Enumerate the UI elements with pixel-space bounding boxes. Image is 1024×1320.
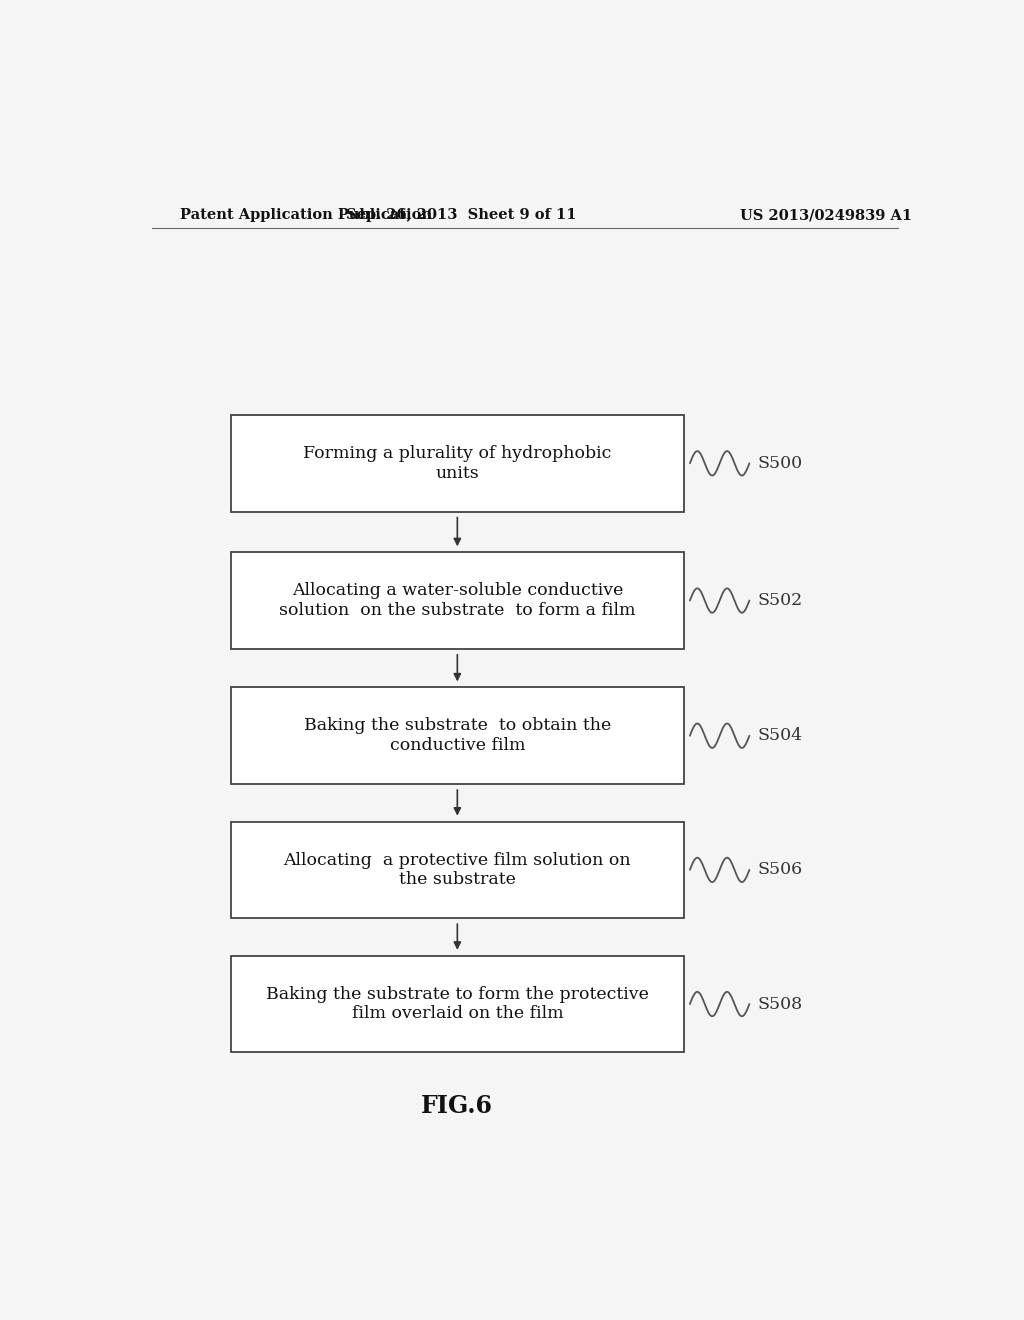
FancyBboxPatch shape <box>231 552 684 649</box>
Text: Forming a plurality of hydrophobic
units: Forming a plurality of hydrophobic units <box>303 445 611 482</box>
Text: Baking the substrate to form the protective
film overlaid on the film: Baking the substrate to form the protect… <box>266 986 649 1023</box>
Text: US 2013/0249839 A1: US 2013/0249839 A1 <box>740 209 912 222</box>
Text: S506: S506 <box>758 862 803 878</box>
Text: Sep. 26, 2013  Sheet 9 of 11: Sep. 26, 2013 Sheet 9 of 11 <box>346 209 577 222</box>
FancyBboxPatch shape <box>231 414 684 512</box>
Text: S504: S504 <box>758 727 803 744</box>
Text: S508: S508 <box>758 995 803 1012</box>
Text: FIG.6: FIG.6 <box>421 1094 494 1118</box>
FancyBboxPatch shape <box>231 956 684 1052</box>
Text: S500: S500 <box>758 455 803 471</box>
FancyBboxPatch shape <box>231 821 684 919</box>
Text: Allocating  a protective film solution on
the substrate: Allocating a protective film solution on… <box>284 851 631 888</box>
Text: Baking the substrate  to obtain the
conductive film: Baking the substrate to obtain the condu… <box>304 717 611 754</box>
Text: S502: S502 <box>758 593 803 609</box>
FancyBboxPatch shape <box>231 688 684 784</box>
Text: Patent Application Publication: Patent Application Publication <box>179 209 431 222</box>
Text: Allocating a water-soluble conductive
solution  on the substrate  to form a film: Allocating a water-soluble conductive so… <box>280 582 636 619</box>
